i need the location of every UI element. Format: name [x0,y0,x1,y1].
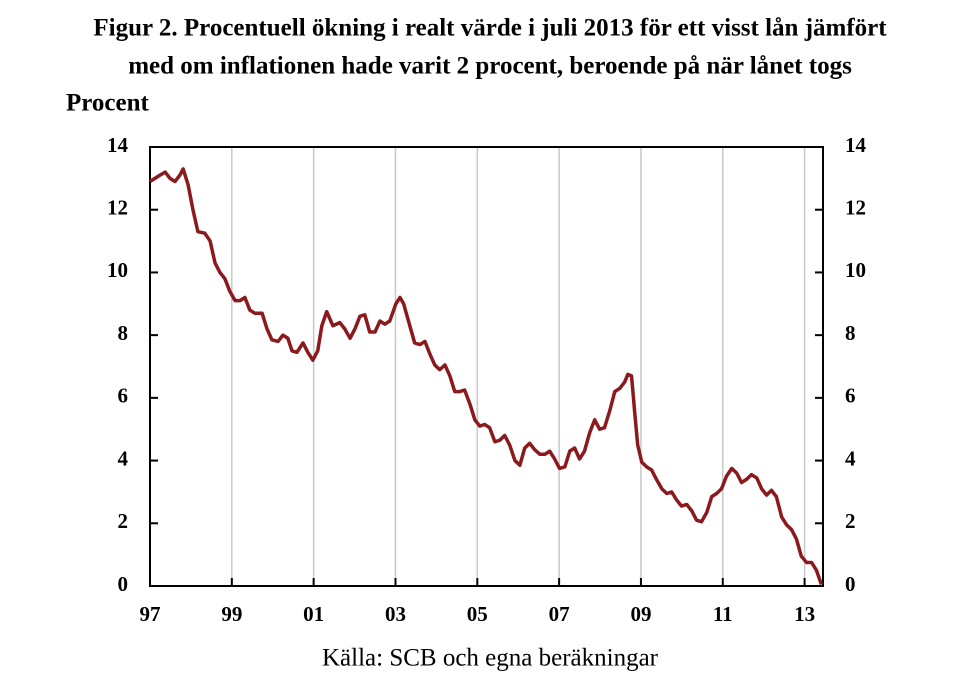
x-tick-label: 11 [713,602,733,626]
source-note: Källa: SCB och egna beräkningar [322,645,659,672]
y2-tick-label: 4 [845,446,856,470]
y2-tick-label: 8 [845,321,856,345]
y-tick-label: 8 [118,321,129,345]
y-tick-label: 2 [118,509,129,533]
y2-tick-label: 14 [845,133,867,157]
x-tick-label: 09 [630,602,651,626]
chart-title: Figur 2. Procentuell ökning i realt värd… [93,15,887,42]
chart-title: med om inflationen hade varit 2 procent,… [128,53,852,80]
y2-tick-label: 0 [845,572,856,596]
y2-tick-label: 10 [845,258,866,282]
x-tick-label: 97 [140,602,161,626]
y-tick-label: 4 [118,446,129,470]
y-tick-label: 10 [107,258,128,282]
x-tick-label: 01 [303,602,324,626]
y-tick-label: 12 [107,196,128,220]
x-tick-label: 13 [794,602,815,626]
y-tick-label: 6 [118,384,129,408]
y2-tick-label: 6 [845,384,856,408]
data-line [149,167,824,586]
y-tick-label: 14 [107,133,129,157]
plot-frame [149,146,824,587]
x-tick-label: 99 [221,602,242,626]
y-axis-label: Procent [66,90,150,117]
x-tick-label: 05 [467,602,488,626]
x-tick-label: 07 [549,602,570,626]
y-tick-label: 0 [118,572,129,596]
y2-tick-label: 12 [845,196,866,220]
x-tick-label: 03 [385,602,406,626]
y2-tick-label: 2 [845,509,856,533]
